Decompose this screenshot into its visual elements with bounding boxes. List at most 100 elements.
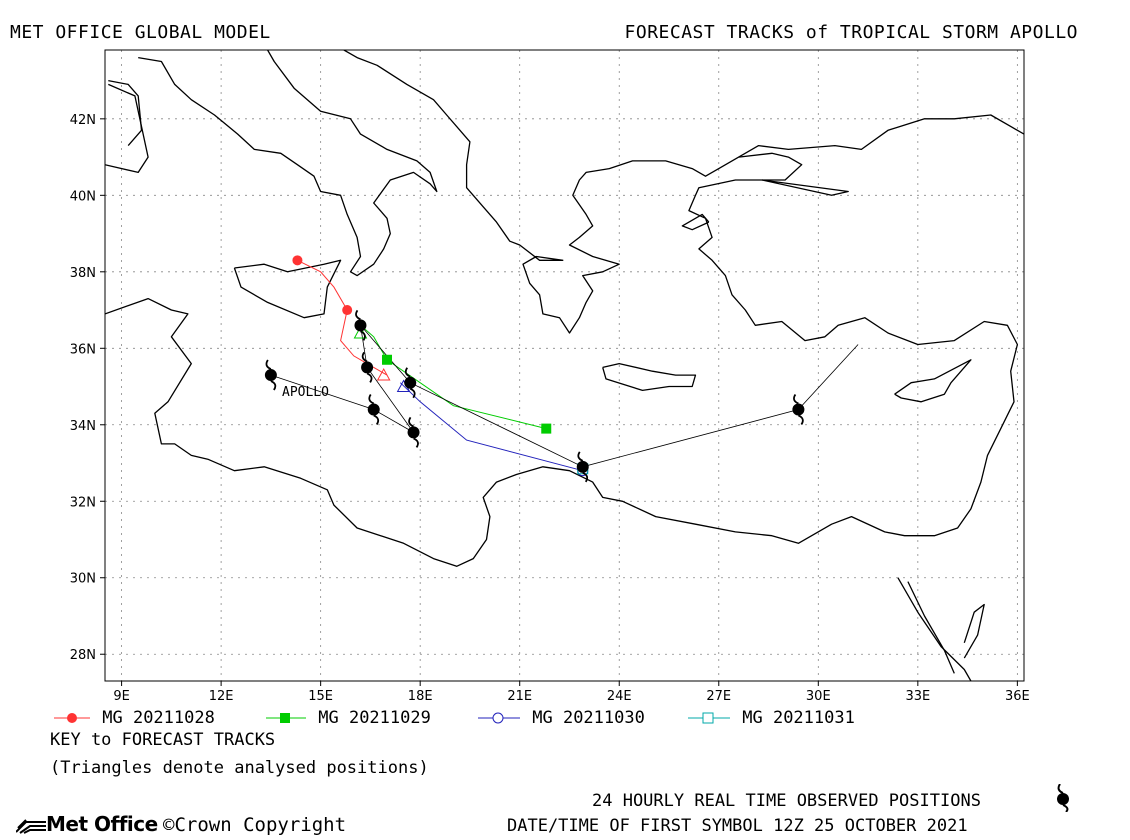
forecast-track-line [297,259,388,376]
storm-symbol-arm [408,416,414,428]
storm-symbol-arm [360,330,366,341]
legend-label: MG 20211028 [102,708,215,728]
copyright-text: Crown Copyright [174,814,347,836]
storm-symbol-arm [798,414,804,425]
lon-tick-label: 24E [607,689,632,700]
storm-label: APOLLO [282,385,329,400]
lat-tick-label: 36N [70,342,96,357]
storm-symbol-arm [409,387,416,399]
lat-tick-label: 38N [70,266,96,281]
key-note: (Triangles denote analysed positions) [50,758,429,778]
observed-storm-symbol [404,367,417,399]
forecast-marker [541,423,552,434]
forecast-marker [382,354,393,365]
storm-symbol-arm [404,367,411,378]
observed-storm-symbol [407,416,420,448]
forecast-track-line [399,382,583,472]
lon-tick-label: 21E [507,689,532,700]
observed-storm-symbol [264,359,277,391]
storm-symbol-arm [582,472,589,483]
crown-copyright: ©Crown Copyright [163,814,346,836]
lat-tick-label: 40N [70,189,96,204]
axis-ticks: 9E 12E 15E 18E 21E 24E 27E 30E 33E 36E 28N 30N 32N 34… [70,113,1030,700]
coastline [963,603,985,659]
hurricane-symbol-icon [1057,784,1069,812]
coastline [761,179,849,196]
storm-symbol-core [264,369,277,382]
coastline [907,581,955,674]
legend-label: MG 20211031 [742,708,855,728]
lon-tick-label: 36E [1005,689,1030,700]
coastline [233,259,342,319]
legend-cyan-open-square-icon [688,712,730,724]
coastlines [105,50,1024,681]
storm-symbol-arm [793,393,799,405]
title-right: FORECAST TRACKS of TROPICAL STORM APOLLO [624,22,1078,43]
legend-item-mg-20211028: MG 20211028 [52,708,215,728]
observed-track-line [270,323,859,468]
met-office-logo-icon [15,818,46,834]
lat-tick-label: 28N [70,648,96,663]
storm-symbol-arm [355,309,361,321]
copyright-icon: © [163,814,175,836]
lat-tick-label: 32N [70,495,96,510]
coastline [894,359,972,403]
lon-tick-label: 27E [706,689,731,700]
lat-tick-label: 30N [70,572,96,587]
legend-red-circle-icon [54,713,90,723]
storm-symbol-arm [361,351,368,363]
forecast-marker [292,255,303,266]
storm-symbol-arm [270,380,277,391]
tracks [264,255,859,483]
legend-label: MG 20211029 [318,708,431,728]
storm-symbol-arm [577,451,584,462]
observed-storm-symbol [367,393,380,425]
coastline [738,114,1024,158]
legend-item-mg-20211030: MG 20211030 [476,708,645,728]
coastline [681,213,710,231]
lon-tick-label: 15E [308,689,333,700]
observed-storm-symbol [354,309,367,341]
title-left: MET OFFICE GLOBAL MODEL [10,22,271,43]
lon-tick-label: 18E [408,689,433,700]
lon-tick-label: 30E [806,689,831,700]
analysed-position-triangle [376,368,391,381]
coastline [602,362,697,392]
forecast-track-map: 9E 12E 15E 18E 21E 24E 27E 30E 33E 36E 28N 30N 32N 34… [70,49,1030,700]
lat-tick-label: 34N [70,419,96,434]
met-office-logo: Met Office [15,812,158,836]
first-symbol-datetime: DATE/TIME OF FIRST SYMBOL 12Z 25 OCTOBER… [507,816,968,836]
observed-positions-note: 24 HOURLY REAL TIME OBSERVED POSITIONS [592,791,981,811]
storm-symbol-arm [373,414,380,425]
legend-blue-open-circle-icon [478,712,520,724]
legend-item-mg-20211029: MG 20211029 [264,708,431,728]
plot-frame [104,49,1025,682]
lat-tick-label: 42N [70,113,96,128]
storm-symbol-arm [413,437,419,448]
coastline [108,79,143,147]
observed-storm-symbol [361,351,374,383]
coastline [105,50,1019,567]
graticule-grid [105,50,1024,681]
coastline [105,83,149,174]
storm-symbol-core [367,403,380,416]
legend-item-mg-20211031: MG 20211031 [686,708,855,728]
storm-symbol-core [576,460,589,473]
observed-storm-symbol [576,451,589,483]
legend-green-square-icon [266,713,306,723]
storm-symbol-arm [368,393,375,405]
storm-symbol-core [792,403,805,416]
coastline [138,50,438,277]
lon-tick-label: 33E [905,689,930,700]
met-office-logo-text: Met Office [46,812,158,836]
legend-label: MG 20211030 [532,708,645,728]
observed-storm-symbol [792,393,805,425]
storm-symbol-arm [366,372,373,383]
storm-symbol-core [407,426,420,439]
key-title: KEY to FORECAST TRACKS [50,730,276,750]
storm-symbol-core [361,361,374,374]
storm-symbol-arm [265,359,272,370]
lon-tick-label: 9E [113,689,130,700]
storm-symbol-core [404,376,417,389]
storm-symbol-core [354,319,367,332]
